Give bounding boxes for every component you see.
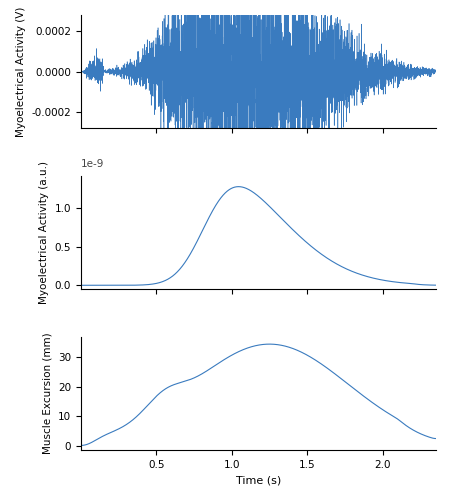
Y-axis label: Myoelectrical Activity (a.u.): Myoelectrical Activity (a.u.) [39, 161, 49, 304]
Text: 1e-9: 1e-9 [81, 159, 104, 169]
Y-axis label: Muscle Excursion (mm): Muscle Excursion (mm) [42, 332, 53, 454]
Y-axis label: Myoelectrical Activity (V): Myoelectrical Activity (V) [16, 6, 26, 137]
X-axis label: Time (s): Time (s) [236, 476, 281, 486]
